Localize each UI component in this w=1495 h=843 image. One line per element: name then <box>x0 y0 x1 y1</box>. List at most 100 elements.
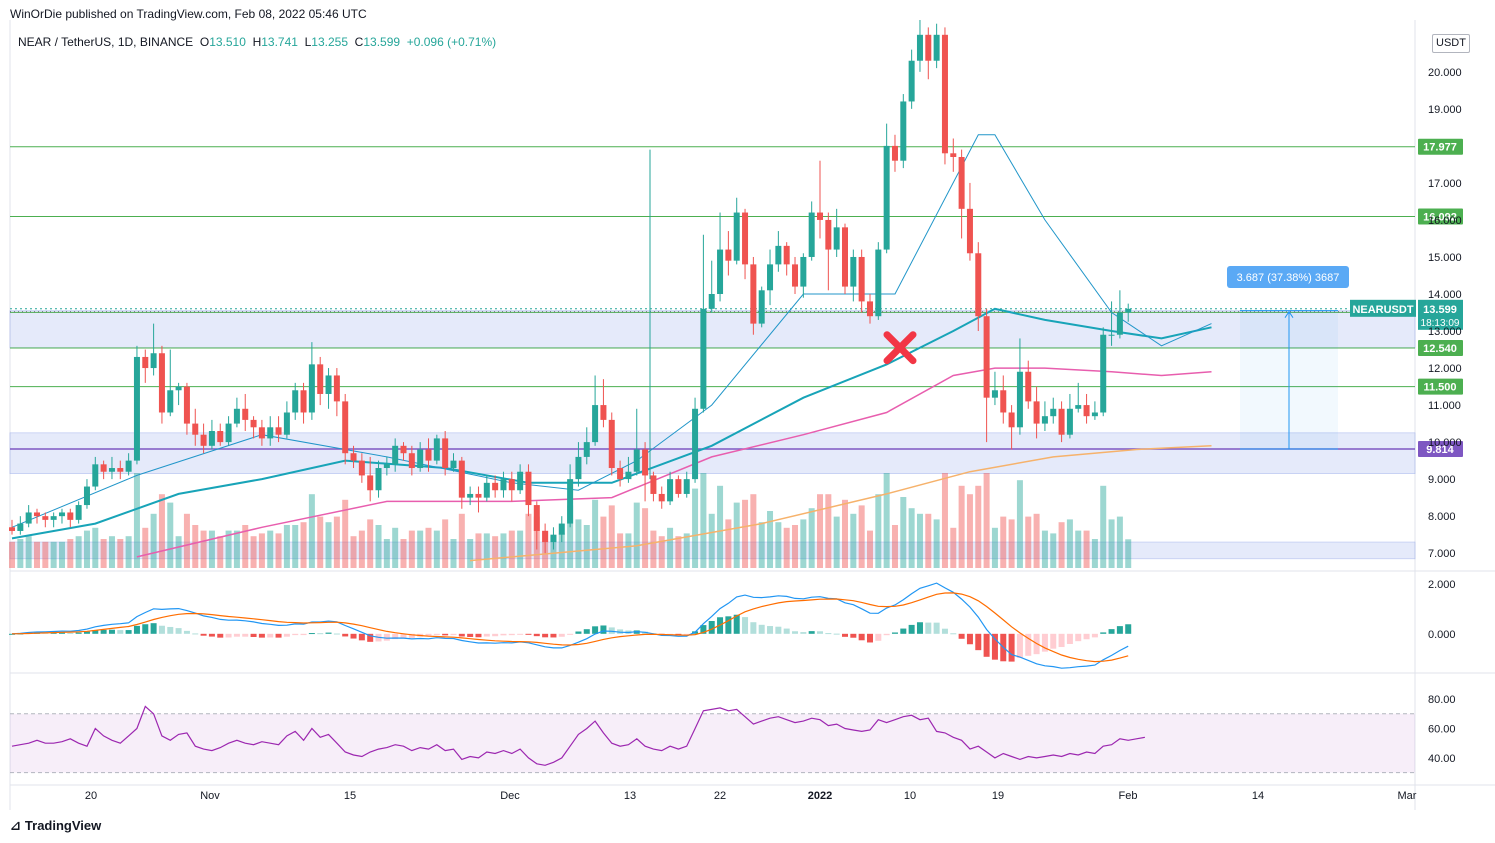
macd-histogram-bar <box>1016 633 1023 659</box>
macd-histogram-bar <box>1083 633 1090 640</box>
macd-histogram-bar <box>1066 633 1073 644</box>
macd-histogram-bar <box>1125 624 1132 634</box>
candle-body <box>650 475 657 494</box>
volume-bar <box>775 522 782 568</box>
candle-body <box>792 264 799 287</box>
volume-bar <box>583 525 590 568</box>
candle-body <box>700 308 707 409</box>
candle-body <box>358 460 365 476</box>
volume-bar <box>850 513 857 568</box>
macd-histogram-bar <box>325 632 332 634</box>
macd-histogram-bar <box>567 633 574 635</box>
volume-bar <box>658 536 665 568</box>
macd-histogram-bar <box>75 632 82 634</box>
level-tag <box>1418 340 1463 357</box>
low-label: L <box>304 35 312 49</box>
volume-bar <box>1000 516 1007 568</box>
macd-histogram-bar <box>317 633 324 635</box>
candle-body <box>225 423 232 443</box>
candle-body <box>233 408 240 424</box>
volume-bar <box>100 539 107 568</box>
macd-histogram-bar <box>700 625 707 634</box>
volume-bar <box>925 513 932 568</box>
candle-body <box>17 523 24 531</box>
volume-bar <box>1075 530 1082 568</box>
macd-histogram-bar <box>1041 633 1048 652</box>
macd-histogram-bar <box>492 633 499 637</box>
macd-histogram-bar <box>891 632 898 634</box>
candle-body <box>217 431 224 443</box>
volume-bar <box>1033 513 1040 568</box>
volume-bar <box>417 530 424 568</box>
symbol-legend[interactable]: NEAR / TetherUS, 1D, BINANCE O13.510 H13… <box>18 35 496 49</box>
candle-body <box>658 493 665 502</box>
price-tick-label: 10.000 <box>1428 437 1462 449</box>
volume-bar <box>1058 522 1065 568</box>
macd-histogram-bar <box>358 633 365 641</box>
candle-body <box>117 468 124 472</box>
macd-histogram-bar <box>158 625 165 634</box>
candle-body <box>1016 371 1023 428</box>
candle-body <box>575 456 582 480</box>
candle-body <box>383 464 390 469</box>
time-tick-label: Nov <box>200 790 220 802</box>
level-label: 9.814 <box>1426 444 1454 456</box>
candle-body <box>475 493 482 498</box>
currency-button[interactable]: USDT <box>1432 34 1470 53</box>
time-tick-label: 15 <box>344 790 356 802</box>
volume-bar <box>275 533 282 568</box>
candle-body <box>542 530 549 543</box>
candle-body <box>92 464 99 487</box>
macd-histogram-bar <box>283 633 290 637</box>
tradingview-logo[interactable]: ⊿ TradingView <box>10 818 101 834</box>
volume-bar <box>1066 519 1073 568</box>
macd-histogram-bar <box>142 624 149 634</box>
volume-bar <box>692 488 699 568</box>
rsi-line <box>11 705 1146 766</box>
macd-histogram-bar <box>250 633 257 637</box>
macd-histogram-bar <box>1008 633 1015 662</box>
candle-body <box>458 460 465 498</box>
macd-histogram-bar <box>783 628 790 634</box>
macd-histogram-bar <box>175 628 182 634</box>
candle-body <box>550 534 557 543</box>
macd-histogram-bar <box>1108 629 1115 634</box>
macd-histogram-bar <box>92 630 99 634</box>
candle-body <box>991 390 998 398</box>
volume-bar <box>1108 519 1115 568</box>
price-tick-label: 15.000 <box>1428 252 1462 264</box>
candle-body <box>708 294 715 309</box>
candle-body <box>592 405 599 443</box>
macd-histogram-bar <box>775 626 782 634</box>
x-marker-icon <box>883 331 917 365</box>
annotations-layer: 3.687 (37.38%) 3687 <box>883 266 1349 450</box>
price-tick-label: 16.000 <box>1428 215 1462 227</box>
volume-bar <box>33 541 40 568</box>
macd-histogram-bar <box>525 633 532 635</box>
candle-body <box>1108 334 1115 336</box>
macd-histogram-bar <box>883 633 890 636</box>
volume-bar <box>808 508 815 568</box>
volume-bar <box>1100 485 1107 568</box>
candle-body <box>58 512 65 517</box>
macd-histogram-bar <box>425 633 432 637</box>
volume-bar <box>833 516 840 568</box>
macd-histogram-bar <box>225 633 232 638</box>
candle-body <box>508 479 515 491</box>
candle-body <box>858 256 865 302</box>
candle-body <box>75 505 82 520</box>
volume-bar <box>267 530 274 568</box>
candle-body <box>833 227 840 250</box>
rsi-tick-label: 80.00 <box>1428 694 1456 706</box>
candle-body <box>333 375 340 402</box>
volume-bar <box>308 494 315 568</box>
levels-layer <box>10 146 1415 450</box>
macd-line <box>11 582 1129 669</box>
volume-bar <box>600 516 607 568</box>
volume-bar <box>933 519 940 568</box>
candle-body <box>642 449 649 476</box>
macd-histogram-bar <box>100 629 107 634</box>
candle-body <box>750 264 757 324</box>
brand-label: TradingView <box>24 818 102 833</box>
